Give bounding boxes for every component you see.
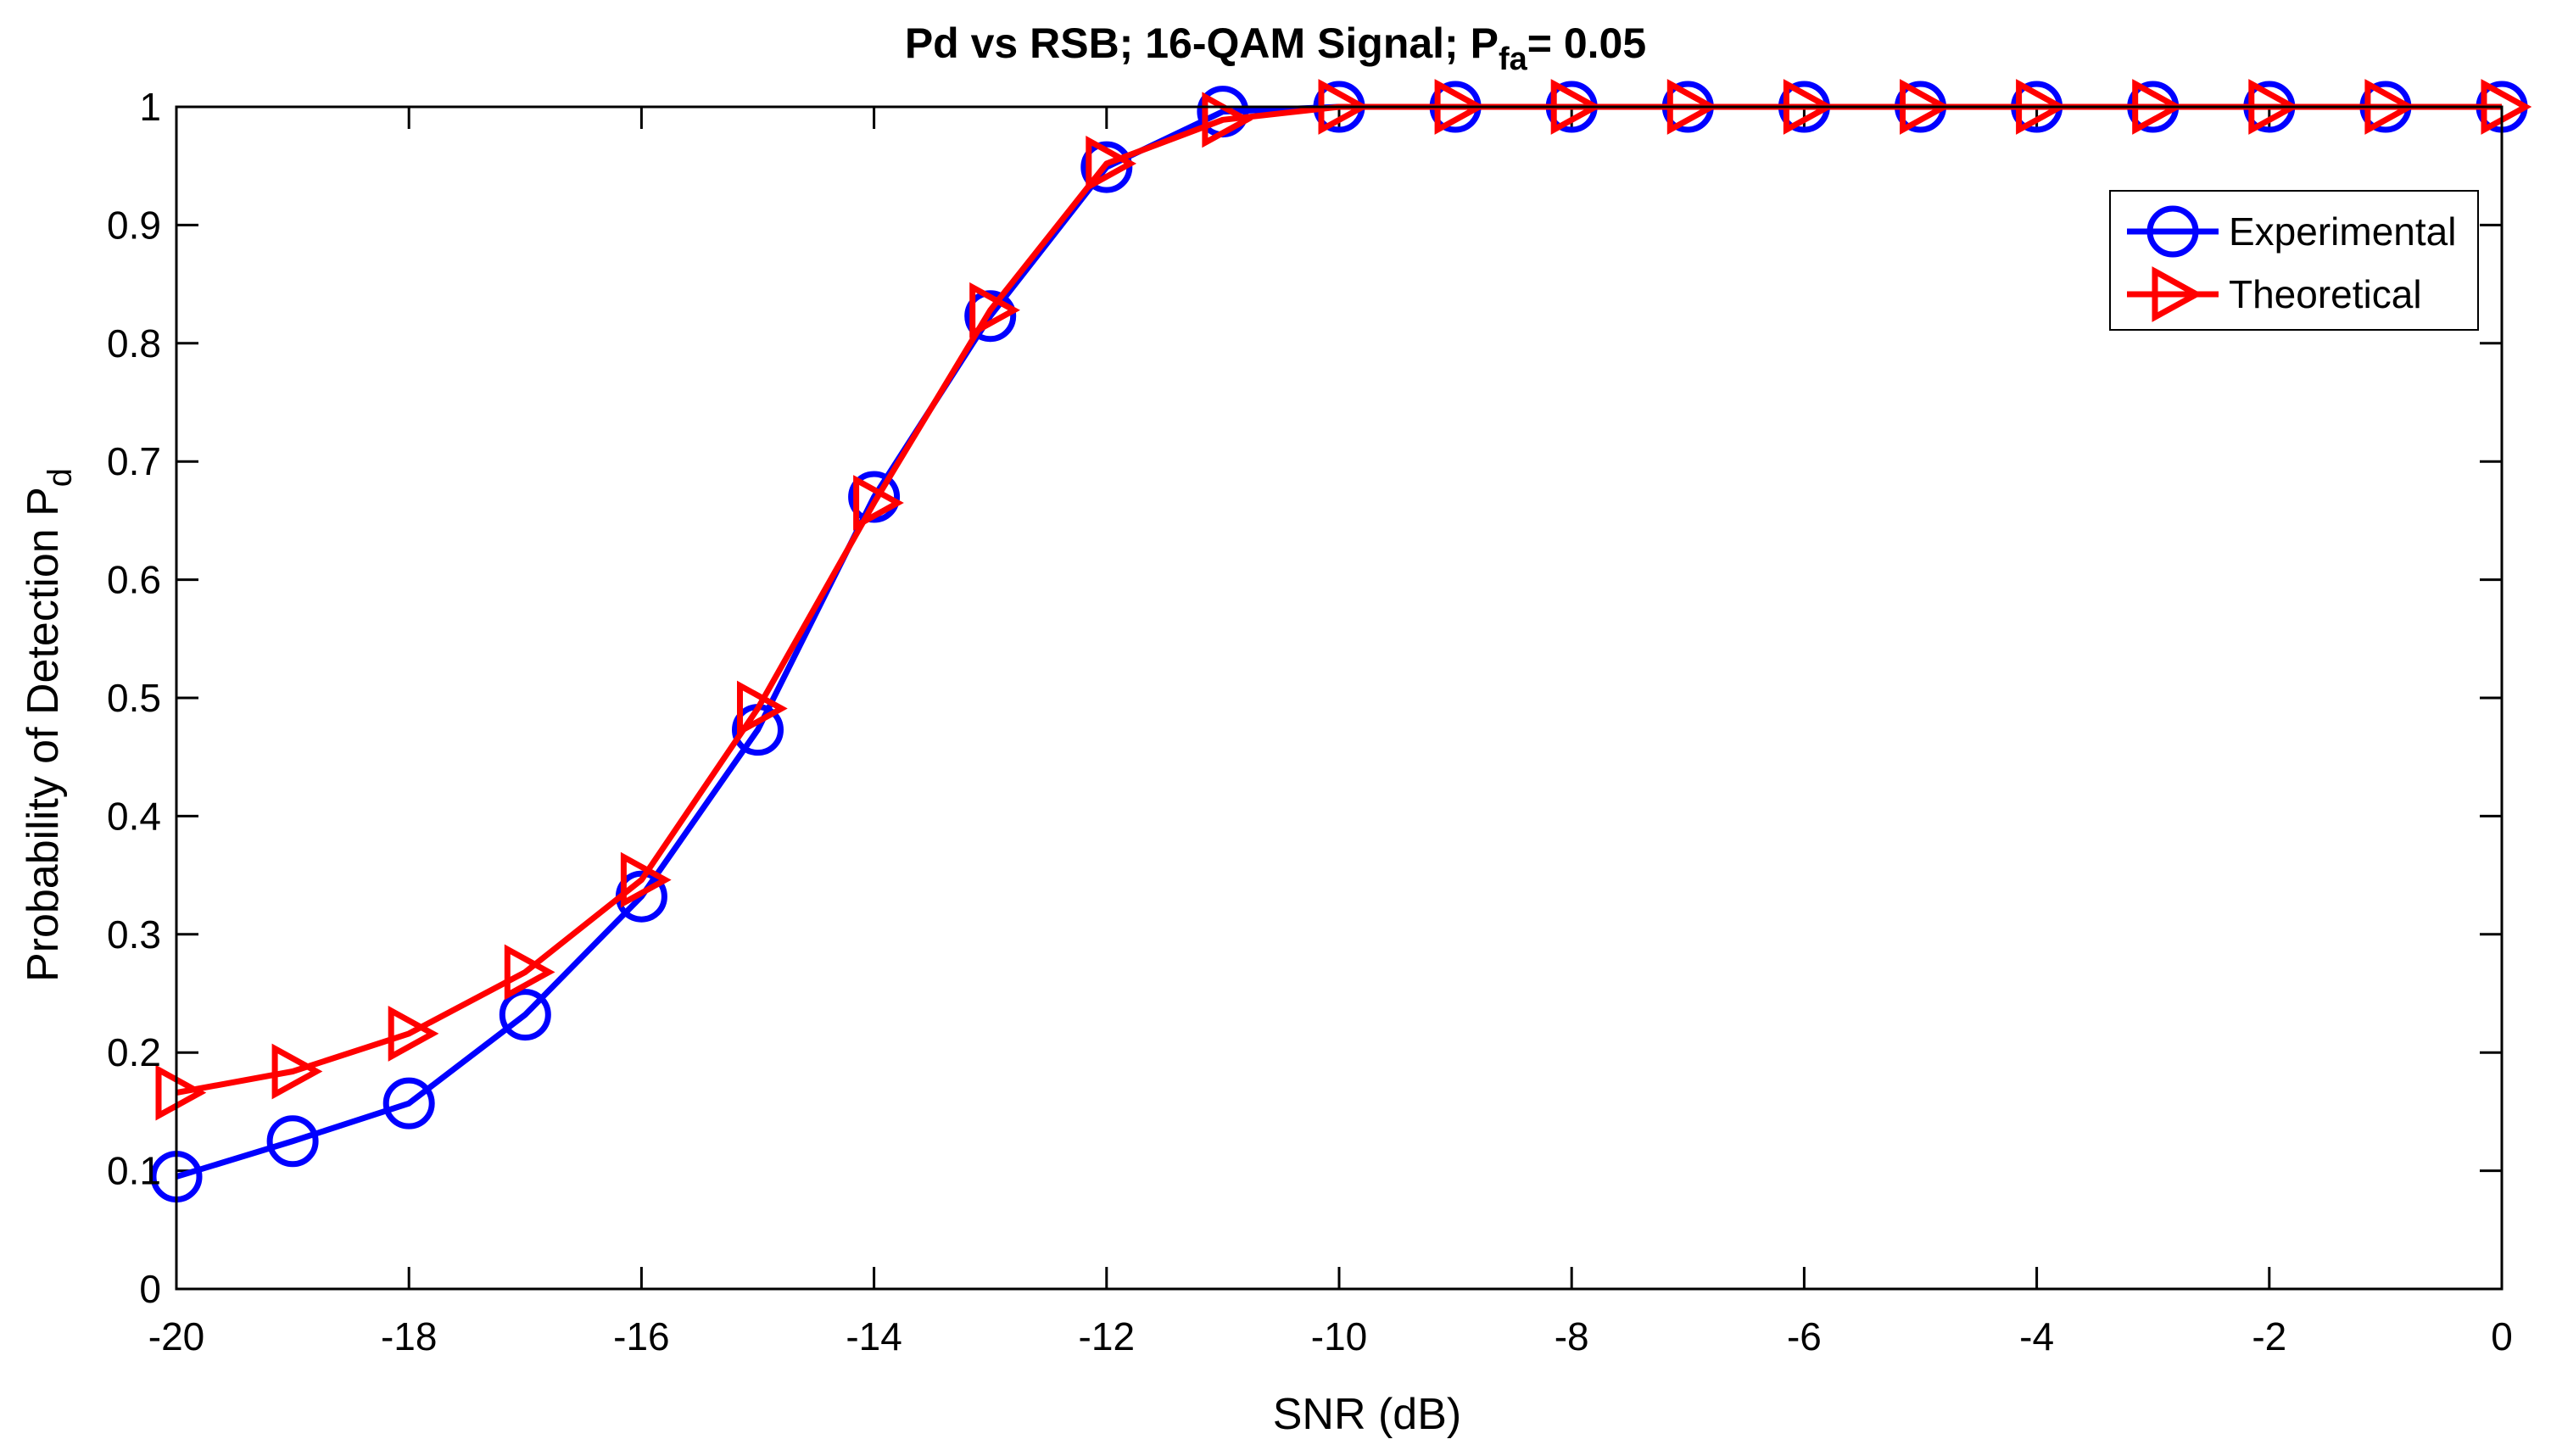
axes-box	[175, 105, 2504, 1291]
legend-entry-theoretical: Theoretical	[2127, 266, 2422, 322]
y-tick-label: 0.5	[107, 676, 161, 720]
data-point-experimental	[382, 1077, 435, 1130]
x-tick-label: -4	[2019, 1314, 2054, 1358]
y-tick-label: 0.6	[107, 558, 161, 602]
data-point-theoretical	[620, 851, 672, 908]
title-tail: = 0.05	[1527, 20, 1646, 67]
legend-label-theoretical: Theoretical	[2229, 272, 2422, 316]
x-tick-label: -6	[1787, 1314, 1822, 1358]
y-tick-label: 0.1	[107, 1149, 161, 1193]
x-tick-label: -14	[846, 1314, 902, 1358]
data-point-theoretical	[1086, 135, 1137, 192]
data-point-experimental	[964, 290, 1017, 343]
y-axis-label-main: Probability of Detection P	[19, 487, 68, 982]
x-tick-label: 0	[2491, 1314, 2513, 1358]
legend-entry-experimental: Experimental	[2127, 205, 2456, 258]
x-tick-label: -20	[148, 1314, 204, 1358]
x-axis-label: SNR (dB)	[1273, 1390, 1461, 1439]
y-tick-label: 0.3	[107, 912, 161, 957]
y-tick-label: 1	[139, 85, 161, 129]
y-tick-label: 0.2	[107, 1030, 161, 1074]
legend-marker-triangle	[2152, 266, 2203, 322]
data-point-theoretical	[504, 944, 555, 1001]
y-axis-label: Probability of Detection Pd	[19, 468, 79, 982]
x-tick-label: -8	[1555, 1314, 1589, 1358]
data-point-experimental	[848, 471, 901, 523]
legend-label-experimental: Experimental	[2229, 209, 2456, 254]
title-subscript: fa	[1499, 42, 1528, 77]
data-point-theoretical	[969, 282, 1020, 338]
y-tick-label: 0.7	[107, 439, 161, 483]
data-point-theoretical	[853, 475, 904, 531]
plot-area	[150, 79, 2532, 1291]
y-tick-label: 0	[139, 1267, 161, 1311]
x-tick-label: -12	[1079, 1314, 1135, 1358]
y-tick-label: 0.8	[107, 321, 161, 365]
data-point-experimental	[499, 989, 551, 1041]
chart-title: Pd vs RSB; 16-QAM Signal; Pfa= 0.05	[905, 20, 1646, 77]
data-point-theoretical	[155, 1064, 207, 1121]
title-main: Pd vs RSB; 16-QAM Signal; P	[905, 20, 1499, 67]
legend: Experimental Theoretical	[2109, 190, 2479, 331]
x-tick-label: -2	[2252, 1314, 2286, 1358]
tick-labels: -20 -18 -16 -14 -12 -10 -8 -6 -4 -2 000.10.20.30.4…	[107, 85, 2513, 1358]
legend-marker-circle	[2146, 205, 2199, 258]
y-axis-label-subscript: d	[42, 468, 79, 487]
y-tick-label: 0.9	[107, 203, 161, 247]
data-point-experimental	[266, 1115, 319, 1168]
data-point-theoretical	[1202, 92, 1253, 148]
x-tick-label: -16	[613, 1314, 669, 1358]
y-tick-label: 0.4	[107, 794, 161, 838]
data-point-theoretical	[271, 1043, 323, 1100]
x-tick-label: -18	[381, 1314, 437, 1358]
data-point-theoretical	[388, 1005, 439, 1062]
data-point-theoretical	[737, 680, 788, 737]
x-tick-label: -10	[1311, 1314, 1367, 1358]
